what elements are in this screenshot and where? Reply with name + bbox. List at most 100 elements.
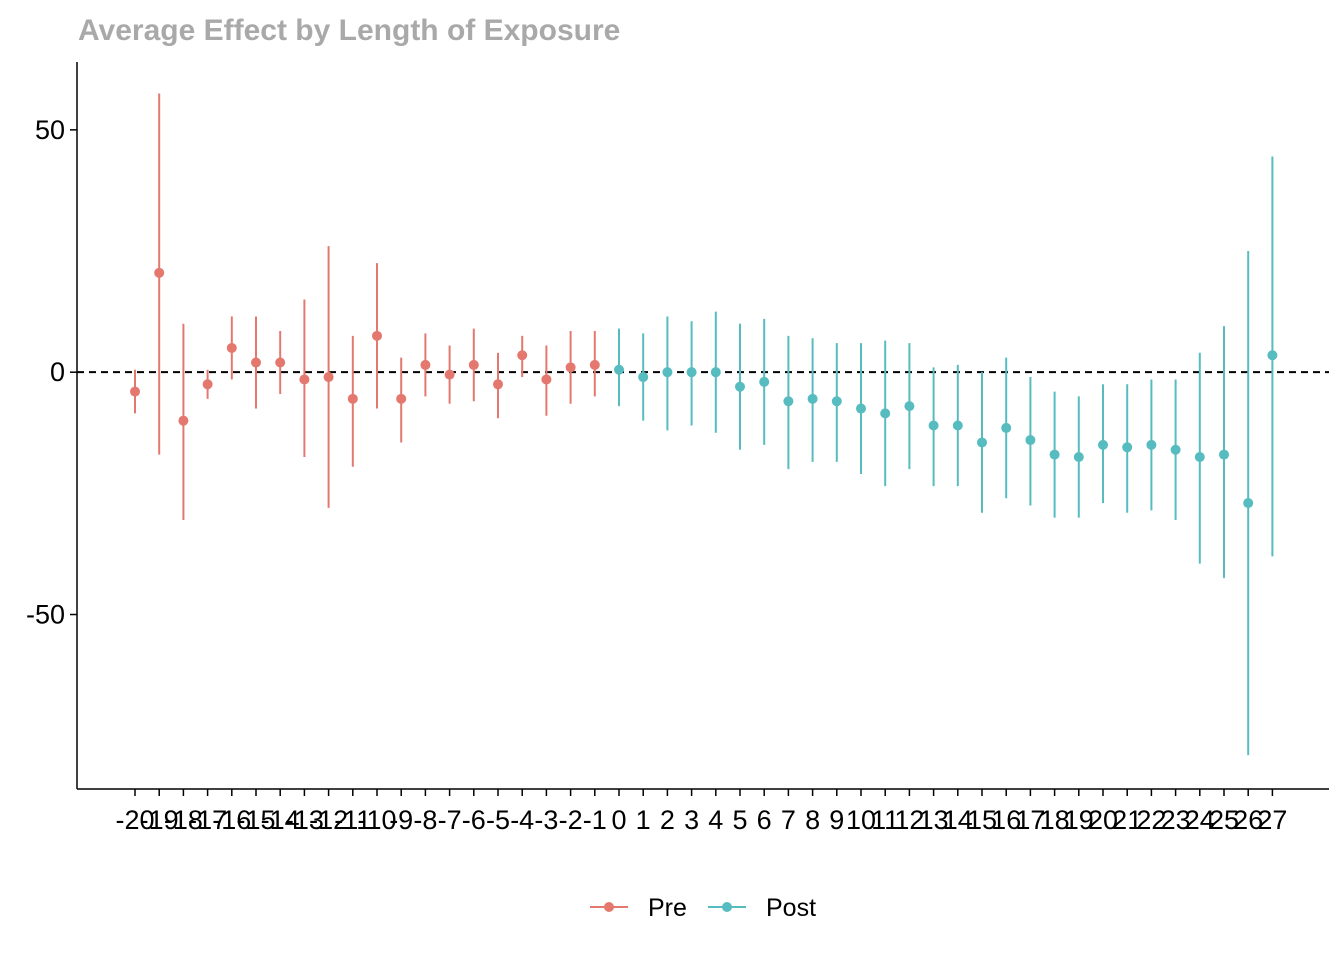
- data-point: [1098, 439, 1108, 450]
- data-point: [686, 367, 697, 378]
- x-tick-label: -16: [212, 805, 251, 835]
- x-tick-label: -8: [413, 805, 437, 835]
- legend-key-point: [604, 902, 614, 912]
- x-tick-label: 23: [1161, 805, 1191, 835]
- x-tick-label: 2: [660, 805, 675, 835]
- data-point: [347, 393, 358, 404]
- legend-item-post: Post: [708, 894, 816, 922]
- data-point: [372, 330, 382, 341]
- data-point: [759, 376, 770, 387]
- data-point: [299, 374, 310, 385]
- x-tick-label: 24: [1185, 805, 1215, 835]
- data-point: [1219, 449, 1229, 460]
- x-tick-label: 21: [1112, 805, 1142, 835]
- x-tick-label: -6: [462, 805, 486, 835]
- data-point: [178, 415, 189, 426]
- data-point: [735, 381, 745, 392]
- legend-label: Post: [766, 894, 816, 922]
- y-tick-label: 50: [35, 115, 65, 145]
- x-tick-label: -4: [510, 805, 534, 835]
- x-tick-label: -13: [285, 805, 324, 835]
- data-point: [977, 437, 987, 448]
- x-tick-label: -9: [389, 805, 413, 835]
- data-point: [493, 379, 503, 390]
- x-tick-label: -19: [140, 805, 179, 835]
- data-point: [638, 372, 649, 383]
- data-point: [1122, 442, 1133, 453]
- x-tick-label: 9: [829, 805, 844, 835]
- x-tick-label: -1: [583, 805, 607, 835]
- data-marks: [130, 93, 1278, 756]
- data-point: [710, 367, 721, 378]
- data-point: [444, 369, 455, 380]
- data-point: [589, 359, 600, 370]
- series-pre: [130, 93, 600, 521]
- data-point: [1243, 498, 1254, 509]
- x-tick-label: -3: [534, 805, 558, 835]
- data-point: [226, 342, 237, 353]
- data-point: [856, 403, 866, 414]
- x-tick-label: 7: [781, 805, 796, 835]
- data-point: [202, 379, 213, 390]
- x-tick-label: -14: [261, 805, 300, 835]
- x-tick-label: 27: [1257, 805, 1287, 835]
- data-point: [952, 420, 963, 431]
- x-tick-label: 10: [846, 805, 876, 835]
- data-point: [1146, 439, 1157, 450]
- data-point: [1073, 452, 1084, 463]
- x-tick-label: -18: [164, 805, 203, 835]
- x-tick-label: 3: [684, 805, 699, 835]
- data-point: [783, 396, 794, 407]
- y-tick-label: 0: [50, 357, 65, 387]
- chart-title: Average Effect by Length of Exposure: [78, 14, 620, 47]
- legend-key-point: [722, 902, 732, 912]
- data-point: [517, 350, 528, 361]
- x-tick-label: 12: [894, 805, 924, 835]
- data-point: [1267, 350, 1278, 361]
- x-tick-label: 22: [1136, 805, 1166, 835]
- x-tick-label: -15: [236, 805, 275, 835]
- x-tick-label: 14: [943, 805, 973, 835]
- x-tick-label: -5: [486, 805, 510, 835]
- data-point: [468, 359, 479, 370]
- x-tick-label: 17: [1015, 805, 1045, 835]
- axes: 500-50-20-19-18-17-16-15-14-13-12-11-10-…: [26, 62, 1329, 835]
- data-point: [565, 362, 576, 373]
- data-point: [614, 364, 624, 375]
- data-point: [396, 393, 407, 404]
- data-point: [1025, 435, 1036, 446]
- data-point: [662, 367, 673, 378]
- x-tick-label: 19: [1064, 805, 1094, 835]
- x-tick-label: -11: [334, 805, 371, 835]
- x-tick-label: 1: [636, 805, 651, 835]
- y-tick-label: -50: [26, 600, 65, 630]
- x-tick-label: 4: [708, 805, 723, 835]
- x-tick-label: 16: [991, 805, 1021, 835]
- data-point: [904, 401, 915, 412]
- x-tick-label: 6: [757, 805, 772, 835]
- x-tick-label: 13: [919, 805, 949, 835]
- data-point: [154, 267, 165, 278]
- data-point: [420, 359, 431, 370]
- x-tick-label: 5: [732, 805, 747, 835]
- legend-label: Pre: [648, 894, 687, 922]
- x-tick-label: 0: [611, 805, 626, 835]
- data-point: [1170, 444, 1181, 455]
- x-tick-label: -7: [438, 805, 462, 835]
- x-tick-label: 11: [871, 805, 899, 835]
- legend: Pre Post: [590, 894, 816, 922]
- data-point: [928, 420, 939, 431]
- x-tick-label: 18: [1040, 805, 1070, 835]
- data-point: [807, 393, 818, 404]
- x-tick-label: 26: [1233, 805, 1263, 835]
- x-tick-label: -12: [309, 805, 348, 835]
- data-point: [1049, 449, 1060, 460]
- legend-item-pre: Pre: [590, 894, 687, 922]
- x-tick-label: -2: [559, 805, 583, 835]
- data-point: [275, 357, 286, 368]
- data-point: [130, 386, 140, 397]
- x-tick-label: 20: [1088, 805, 1118, 835]
- x-tick-label: 25: [1209, 805, 1239, 835]
- data-point: [1001, 422, 1012, 433]
